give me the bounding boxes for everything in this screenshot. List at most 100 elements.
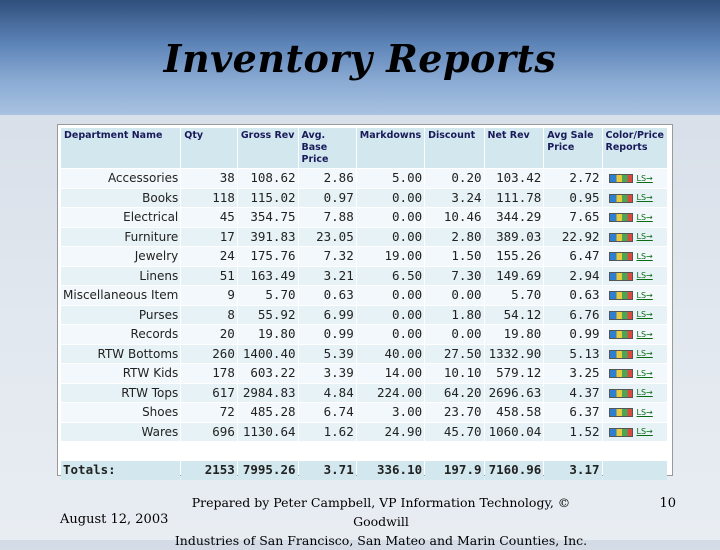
- color-price-chart-icon[interactable]: [608, 349, 633, 359]
- table-row: Purses 8 55.92 6.99 0.00 1.80 54.12 6.76 LS→: [61, 305, 667, 324]
- totals-net-rev: 7160.96: [484, 461, 544, 480]
- color-price-chart-icon[interactable]: [608, 193, 633, 203]
- cell-avg-base: 1.62: [298, 422, 356, 441]
- cell-avg-base: 5.39: [298, 344, 356, 363]
- header-qty[interactable]: Qty: [181, 128, 237, 168]
- cell-avg-sale: 0.95: [544, 188, 602, 207]
- cell-net: 155.26: [484, 247, 544, 266]
- cell-gross: 163.49: [237, 266, 298, 285]
- header-avg-base-price[interactable]: Avg. Base Price: [298, 128, 356, 168]
- report-link[interactable]: LS→: [636, 349, 653, 358]
- report-link[interactable]: LS→: [636, 310, 653, 319]
- table-row: RTW Bottoms 260 1400.40 5.39 40.00 27.50 1332.…: [61, 344, 667, 363]
- cell-color-price-report: LS→: [602, 403, 667, 422]
- color-price-chart-icon[interactable]: [608, 330, 633, 339]
- color-price-chart-icon[interactable]: [608, 232, 633, 242]
- footer-date: August 12, 2003: [60, 512, 169, 527]
- cell-avg-base: 4.84: [298, 383, 356, 402]
- report-link[interactable]: LS→: [636, 290, 653, 300]
- report-link[interactable]: LS→: [636, 368, 653, 378]
- cell-markdowns: 14.00: [356, 364, 425, 383]
- cell-dept: Records: [61, 325, 181, 344]
- report-link[interactable]: LS→: [636, 388, 653, 397]
- cell-net: 19.80: [484, 325, 544, 344]
- cell-color-price-report: LS→: [602, 266, 667, 285]
- report-link[interactable]: LS→: [636, 271, 653, 280]
- table-row: Books 118 115.02 0.97 0.00 3.24 111.78 0.95 LS→: [61, 188, 667, 207]
- cell-dept: Accessories: [61, 169, 181, 188]
- header-department[interactable]: Department Name: [61, 128, 181, 168]
- inventory-table: Department Name Qty Gross Rev Avg. Base P…: [60, 127, 668, 481]
- cell-markdowns: 19.00: [356, 247, 425, 266]
- cell-gross: 1400.40: [237, 344, 298, 363]
- cell-gross: 55.92: [237, 305, 298, 324]
- header-discount[interactable]: Discount: [425, 128, 484, 168]
- color-price-chart-icon[interactable]: [608, 310, 633, 320]
- totals-reports: [602, 461, 667, 480]
- cell-qty: 617: [181, 383, 237, 402]
- cell-markdowns: 0.00: [356, 286, 425, 305]
- cell-gross: 354.75: [237, 208, 298, 227]
- table-row: Miscellaneous Item 9 5.70 0.63 0.00 0.00 5.70 0…: [61, 286, 667, 305]
- spacer-cell: [61, 442, 667, 461]
- header-gross-rev[interactable]: Gross Rev: [237, 128, 298, 168]
- report-link[interactable]: LS→: [636, 407, 653, 417]
- cell-gross: 19.80: [237, 325, 298, 344]
- header-color-price-reports: Color/Price Reports: [602, 128, 667, 168]
- report-link[interactable]: LS→: [636, 193, 653, 202]
- color-price-chart-icon[interactable]: [608, 408, 633, 417]
- cell-avg-base: 23.05: [298, 227, 356, 246]
- report-link[interactable]: LS→: [636, 427, 653, 436]
- totals-avg-base-price: 3.71: [298, 461, 356, 480]
- color-price-chart-icon[interactable]: [608, 388, 633, 398]
- cell-markdowns: 0.00: [356, 325, 425, 344]
- color-price-chart-icon[interactable]: [608, 213, 633, 222]
- color-price-chart-icon[interactable]: [608, 291, 633, 300]
- color-price-chart-icon[interactable]: [608, 369, 633, 378]
- cell-avg-base: 3.39: [298, 364, 356, 383]
- cell-markdowns: 5.00: [356, 169, 425, 188]
- header-markdowns[interactable]: Markdowns: [356, 128, 425, 168]
- color-price-chart-icon[interactable]: [608, 252, 633, 261]
- cell-avg-sale: 2.94: [544, 266, 602, 285]
- cell-avg-sale: 2.72: [544, 169, 602, 188]
- color-price-chart-icon[interactable]: [608, 271, 633, 281]
- cell-qty: 178: [181, 364, 237, 383]
- totals-row: Totals: 2153 7995.26 3.71 336.10 197.9 7…: [61, 461, 667, 480]
- header-net-rev[interactable]: Net Rev: [484, 128, 544, 168]
- cell-discount: 23.70: [425, 403, 484, 422]
- cell-avg-base: 7.32: [298, 247, 356, 266]
- color-price-chart-icon[interactable]: [608, 174, 633, 183]
- cell-gross: 175.76: [237, 247, 298, 266]
- cell-dept: Electrical: [61, 208, 181, 227]
- cell-dept: RTW Tops: [61, 383, 181, 402]
- report-link[interactable]: LS→: [636, 173, 653, 183]
- cell-avg-base: 3.21: [298, 266, 356, 285]
- cell-net: 2696.63: [484, 383, 544, 402]
- footer-credit-line2: Industries of San Francisco, San Mateo a…: [174, 533, 588, 548]
- cell-net: 103.42: [484, 169, 544, 188]
- report-link[interactable]: LS→: [636, 329, 653, 339]
- cell-avg-base: 0.63: [298, 286, 356, 305]
- report-link[interactable]: LS→: [636, 232, 653, 241]
- cell-discount: 45.70: [425, 422, 484, 441]
- cell-dept: RTW Bottoms: [61, 344, 181, 363]
- cell-discount: 1.50: [425, 247, 484, 266]
- cell-discount: 3.24: [425, 188, 484, 207]
- cell-net: 458.58: [484, 403, 544, 422]
- header-avg-sale-price[interactable]: Avg Sale Price: [544, 128, 602, 168]
- report-link[interactable]: LS→: [636, 212, 653, 222]
- cell-qty: 72: [181, 403, 237, 422]
- cell-gross: 1130.64: [237, 422, 298, 441]
- cell-net: 5.70: [484, 286, 544, 305]
- footer-credit-line1: Prepared by Peter Campbell, VP Informati…: [191, 495, 571, 529]
- cell-qty: 17: [181, 227, 237, 246]
- color-price-chart-icon[interactable]: [608, 427, 633, 437]
- report-link[interactable]: LS→: [636, 251, 653, 261]
- cell-color-price-report: LS→: [602, 422, 667, 441]
- header-avg-base-line2: Price: [301, 154, 329, 165]
- cell-color-price-report: LS→: [602, 305, 667, 324]
- cell-gross: 485.28: [237, 403, 298, 422]
- cell-avg-sale: 6.37: [544, 403, 602, 422]
- cell-dept: RTW Kids: [61, 364, 181, 383]
